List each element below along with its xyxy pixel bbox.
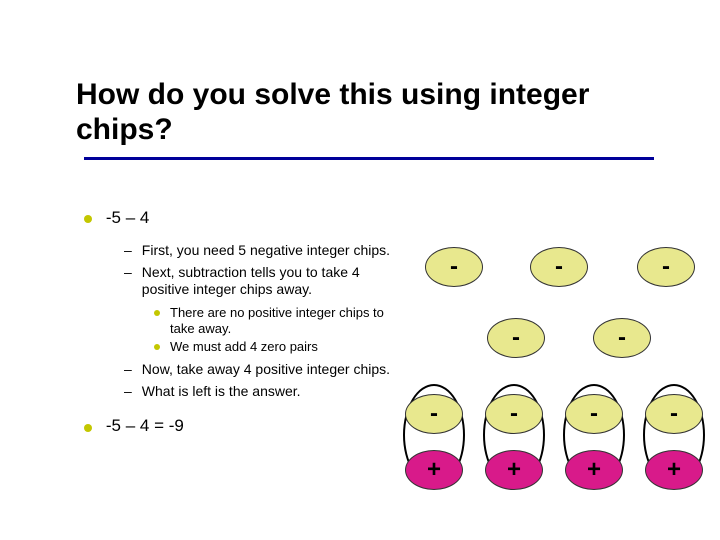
dash-icon: – <box>124 242 132 260</box>
step-2-text: Next, subtraction tells you to take 4 po… <box>142 264 394 299</box>
title-underline <box>84 157 654 160</box>
expression-a: -5 – 4 <box>106 208 149 227</box>
negative-chip: - <box>637 247 695 287</box>
negative-chip: - <box>645 394 703 434</box>
chips-diagram: ---------++++ <box>395 230 715 530</box>
positive-chip: + <box>405 450 463 490</box>
step-4: – What is left is the answer. <box>124 383 394 401</box>
step-1-text: First, you need 5 negative integer chips… <box>142 242 390 260</box>
result-expression: -5 – 4 = -9 <box>106 416 184 435</box>
negative-chip: - <box>425 247 483 287</box>
positive-chip: + <box>645 450 703 490</box>
bullet-icon <box>84 215 92 223</box>
negative-chip: - <box>487 318 545 358</box>
negative-chip: - <box>485 394 543 434</box>
bullet-icon <box>154 310 160 316</box>
step-2b-text: We must add 4 zero pairs <box>170 339 318 355</box>
dash-icon: – <box>124 361 132 379</box>
bullet-icon <box>154 344 160 350</box>
dash-icon: – <box>124 264 132 299</box>
step-2b: We must add 4 zero pairs <box>154 339 394 355</box>
step-2a-text: There are no positive integer chips to t… <box>170 305 394 338</box>
step-4-text: What is left is the answer. <box>142 383 301 401</box>
bullet-expr: -5 – 4 <box>84 208 394 228</box>
positive-chip: + <box>565 450 623 490</box>
step-2: – Next, subtraction tells you to take 4 … <box>124 264 394 299</box>
content-block: -5 – 4 – First, you need 5 negative inte… <box>84 208 394 436</box>
negative-chip: - <box>593 318 651 358</box>
slide-title: How do you solve this using integer chip… <box>76 78 636 147</box>
dash-icon: – <box>124 383 132 401</box>
step-2a: There are no positive integer chips to t… <box>154 305 394 338</box>
step-1: – First, you need 5 negative integer chi… <box>124 242 394 260</box>
positive-chip: + <box>485 450 543 490</box>
bullet-icon <box>84 424 92 432</box>
negative-chip: - <box>530 247 588 287</box>
negative-chip: - <box>565 394 623 434</box>
step-3-text: Now, take away 4 positive integer chips. <box>142 361 390 379</box>
bullet-result: -5 – 4 = -9 <box>84 416 394 436</box>
negative-chip: - <box>405 394 463 434</box>
step-3: – Now, take away 4 positive integer chip… <box>124 361 394 379</box>
